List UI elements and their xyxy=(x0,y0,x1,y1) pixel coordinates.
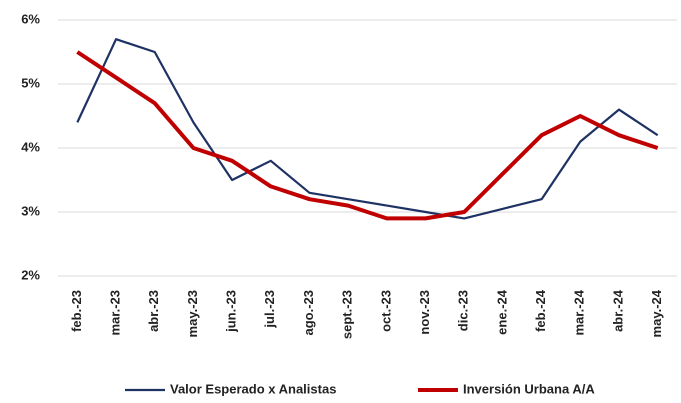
x-tick-label: jun.-23 xyxy=(224,290,239,333)
x-tick-label: may.-24 xyxy=(649,289,664,337)
x-tick-label: mar.-23 xyxy=(107,290,122,336)
x-tick-label: abr.-24 xyxy=(610,289,625,332)
x-tick-label: may.-23 xyxy=(185,290,200,337)
y-tick-label: 6% xyxy=(21,11,40,26)
y-tick-label: 2% xyxy=(21,267,40,282)
x-tick-label: oct.-23 xyxy=(378,290,393,332)
x-tick-label: mar.-24 xyxy=(572,289,587,335)
x-tick-label: nov.-23 xyxy=(417,290,432,335)
x-tick-label: jul.-23 xyxy=(262,290,277,329)
series-line xyxy=(76,50,659,221)
legend-label: Valor Esperado x Analistas xyxy=(170,381,336,396)
x-tick-label: feb.-23 xyxy=(69,290,84,332)
series-line xyxy=(76,38,659,220)
x-tick-label: dic.-23 xyxy=(456,290,471,331)
x-tick-label: feb.-24 xyxy=(533,289,548,332)
y-tick-label: 4% xyxy=(21,139,40,154)
x-tick-label: abr.-23 xyxy=(146,290,161,332)
y-tick-label: 3% xyxy=(21,203,40,218)
y-tick-label: 5% xyxy=(21,75,40,90)
x-tick-label: sept.-23 xyxy=(340,290,355,339)
legend-label: Inversión Urbana A/A xyxy=(463,381,595,396)
x-tick-label: ago.-23 xyxy=(301,290,316,336)
x-tick-label: ene.-24 xyxy=(494,289,509,335)
